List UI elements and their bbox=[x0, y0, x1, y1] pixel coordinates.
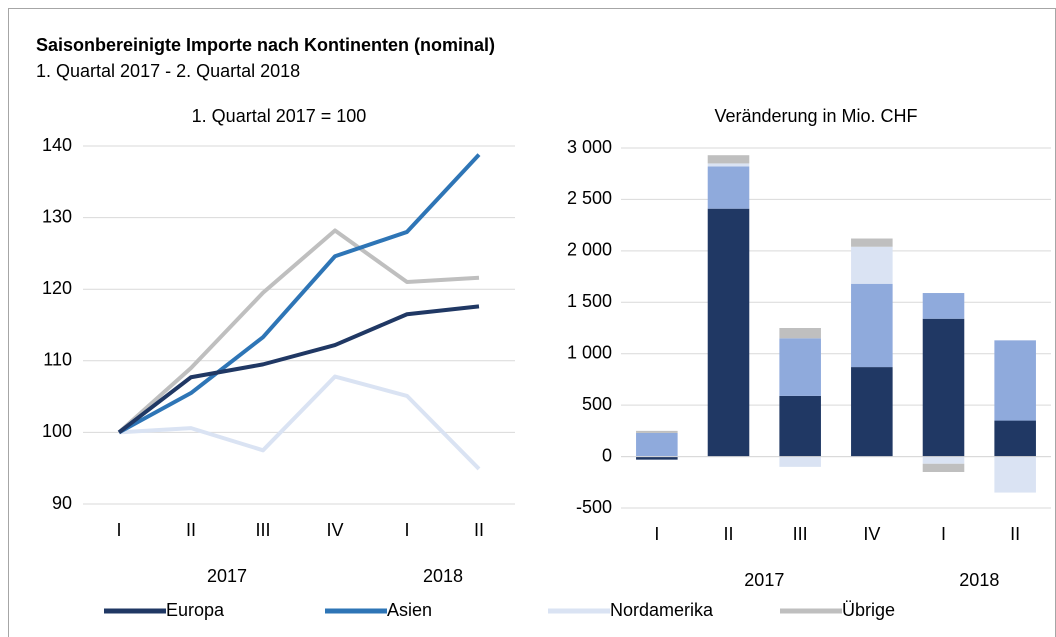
legend-label: Europa bbox=[166, 600, 225, 620]
y-tick-label: 2 000 bbox=[567, 240, 612, 260]
y-tick-label: 120 bbox=[42, 278, 72, 298]
y-tick-label: 1 000 bbox=[567, 342, 612, 362]
bar-segment bbox=[636, 456, 678, 460]
year-label: 2017 bbox=[744, 570, 784, 590]
bar-segment bbox=[922, 318, 965, 457]
chart-subtitle: 1. Quartal 2017 - 2. Quartal 2018 bbox=[36, 61, 300, 81]
bar-segment bbox=[636, 430, 678, 433]
x-tick-label: II bbox=[1010, 524, 1020, 544]
y-tick-label: 100 bbox=[42, 421, 72, 441]
bar-segment bbox=[707, 163, 750, 167]
x-tick-label: I bbox=[941, 524, 946, 544]
line bbox=[118, 153, 481, 435]
x-tick-label: II bbox=[474, 520, 484, 540]
y-tick-label: 140 bbox=[42, 135, 72, 155]
legend-label: Nordamerika bbox=[610, 600, 714, 620]
y-tick-label: -500 bbox=[576, 497, 612, 517]
x-tick-label: I bbox=[116, 520, 121, 540]
bar-segment bbox=[707, 208, 750, 457]
chart-title: Saisonbereinigte Importe nach Kontinente… bbox=[36, 35, 495, 55]
bar-segment bbox=[851, 246, 893, 284]
line bbox=[117, 228, 480, 434]
x-tick-label: IV bbox=[326, 520, 343, 540]
frame bbox=[8, 8, 1056, 637]
bar-segment bbox=[779, 338, 821, 396]
bar-segment bbox=[851, 238, 893, 247]
bar-segment bbox=[636, 432, 678, 457]
bar-segment bbox=[922, 463, 965, 472]
y-tick-label: 130 bbox=[42, 206, 72, 226]
y-tick-label: 2 500 bbox=[567, 188, 612, 208]
x-tick-label: II bbox=[186, 520, 196, 540]
bar-segment bbox=[851, 283, 893, 368]
year-label: 2018 bbox=[959, 570, 999, 590]
bar-segment bbox=[994, 340, 1036, 421]
year-label: 2017 bbox=[207, 566, 247, 586]
panel-title: Veränderung in Mio. CHF bbox=[714, 106, 917, 126]
x-tick-label: III bbox=[793, 524, 808, 544]
bar-segment bbox=[707, 155, 750, 164]
y-tick-label: 90 bbox=[52, 493, 72, 513]
bar-segment bbox=[922, 293, 965, 319]
x-tick-label: III bbox=[255, 520, 270, 540]
y-tick-label: 1 500 bbox=[567, 291, 612, 311]
y-tick-label: 3 000 bbox=[567, 137, 612, 157]
y-tick-label: 0 bbox=[602, 445, 612, 465]
bar-segment bbox=[994, 420, 1036, 457]
bar-segment bbox=[707, 166, 750, 209]
panel-title: 1. Quartal 2017 = 100 bbox=[192, 106, 367, 126]
legend-label: Asien bbox=[387, 600, 432, 620]
y-tick-label: 110 bbox=[43, 350, 72, 370]
x-tick-label: I bbox=[654, 524, 659, 544]
bar-segment bbox=[994, 456, 1036, 493]
year-label: 2018 bbox=[423, 566, 463, 586]
bar-segment bbox=[779, 395, 821, 457]
bar-segment bbox=[779, 328, 821, 339]
y-tick-label: 500 bbox=[582, 394, 612, 414]
bar-segment bbox=[922, 456, 965, 464]
x-tick-label: IV bbox=[863, 524, 880, 544]
line bbox=[117, 304, 480, 434]
x-tick-label: II bbox=[723, 524, 733, 544]
bar-segment bbox=[779, 456, 821, 467]
bar-segment bbox=[851, 367, 893, 457]
line bbox=[118, 374, 481, 471]
legend-label: Übrige bbox=[842, 600, 895, 620]
x-tick-label: I bbox=[404, 520, 409, 540]
